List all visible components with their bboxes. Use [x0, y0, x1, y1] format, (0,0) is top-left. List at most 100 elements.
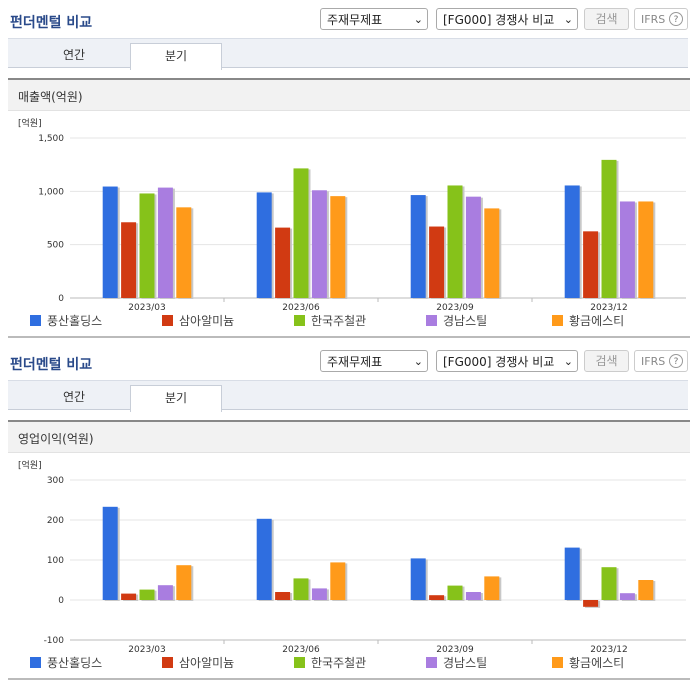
chevron-down-icon: ⌄: [563, 13, 573, 26]
bar[interactable]: [275, 592, 291, 600]
bar[interactable]: [157, 187, 173, 298]
bar[interactable]: [139, 193, 155, 298]
bar[interactable]: [311, 190, 327, 298]
bar[interactable]: [330, 196, 346, 298]
tab-annual[interactable]: 연간: [62, 48, 86, 62]
bar[interactable]: [465, 592, 481, 600]
chart-legend: 풍산홀딩스 삼아알미늄 한국주철관 경남스틸 황금에스티: [30, 312, 690, 330]
legend-item[interactable]: 황금에스티: [552, 654, 624, 671]
ifrs-label: IFRS: [641, 13, 666, 26]
fundamental-panel: 펀더멘털 비교 주재무제표 ⌄ [FG000] 경쟁사 비교 ⌄ 검색 IFRS…: [8, 8, 690, 338]
legend-item[interactable]: 삼아알미늄: [162, 654, 234, 671]
bar[interactable]: [121, 222, 137, 298]
bar[interactable]: [102, 506, 118, 600]
chart-svg: [억원] 0 500 1,000 1,500 2023/03 2023/06 2023/09 2…: [18, 117, 686, 312]
tab-annual[interactable]: 연간: [62, 390, 86, 404]
chart-header-band: 영업이익(억원): [8, 422, 690, 453]
legend-item[interactable]: 황금에스티: [552, 312, 624, 329]
statement-select[interactable]: 주재무제표 ⌄: [320, 350, 428, 372]
legend-item[interactable]: 한국주철관: [294, 654, 366, 671]
chart-header: 매출액(억원): [18, 90, 83, 104]
statement-select[interactable]: 주재무제표 ⌄: [320, 8, 428, 30]
bar[interactable]: [102, 186, 118, 298]
legend-swatch: [294, 657, 305, 668]
compare-select[interactable]: [FG000] 경쟁사 비교 ⌄: [436, 8, 578, 30]
bar[interactable]: [410, 195, 426, 298]
legend-label: 삼아알미늄: [179, 656, 235, 670]
bar[interactable]: [619, 201, 635, 298]
panel-title: 펀더멘털 비교: [10, 15, 93, 31]
legend-label: 풍산홀딩스: [47, 314, 103, 328]
legend-item[interactable]: 경남스틸: [426, 312, 487, 329]
legend-label: 경남스틸: [443, 656, 488, 670]
tab-quarterly[interactable]: 분기: [130, 43, 222, 70]
bar[interactable]: [256, 192, 272, 298]
bar[interactable]: [139, 589, 155, 600]
legend-label: 풍산홀딩스: [47, 656, 103, 670]
legend-label: 황금에스티: [569, 314, 625, 328]
bar[interactable]: [619, 593, 635, 600]
bar[interactable]: [447, 185, 463, 298]
legend-item[interactable]: 경남스틸: [426, 654, 487, 671]
bar[interactable]: [121, 593, 137, 600]
bar[interactable]: [484, 208, 500, 298]
bar[interactable]: [564, 547, 580, 600]
bar[interactable]: [410, 558, 426, 600]
ifrs-button[interactable]: IFRS ?: [634, 8, 688, 30]
bar[interactable]: [293, 578, 309, 600]
compare-select[interactable]: [FG000] 경쟁사 비교 ⌄: [436, 350, 578, 372]
bar[interactable]: [157, 585, 173, 600]
period-tabs: 연간 분기: [8, 380, 688, 412]
chart-header: 영업이익(억원): [18, 432, 94, 446]
bar[interactable]: [601, 567, 617, 600]
y-tick-label: 300: [47, 476, 64, 486]
legend-swatch: [30, 657, 41, 668]
ifrs-button[interactable]: IFRS ?: [634, 350, 688, 372]
legend-item[interactable]: 삼아알미늄: [162, 312, 234, 329]
bar[interactable]: [601, 159, 617, 298]
bar[interactable]: [256, 518, 272, 600]
bar[interactable]: [583, 600, 599, 607]
bar[interactable]: [429, 595, 445, 600]
chart-box: 매출액(억원) [억원] 0 500 1,000 1,500 2023/03 2023/06…: [8, 78, 690, 338]
y-tick-label: 100: [47, 556, 64, 566]
bar[interactable]: [330, 562, 346, 600]
search-button[interactable]: 검색: [584, 8, 629, 30]
bar[interactable]: [275, 227, 291, 298]
x-tick-label: 2023/12: [590, 303, 627, 312]
bar[interactable]: [293, 168, 309, 298]
y-unit-label: [억원]: [18, 459, 42, 471]
legend-swatch: [426, 657, 437, 668]
period-tabs: 연간 분기: [8, 38, 688, 70]
tab-quarterly[interactable]: 분기: [130, 385, 222, 412]
legend-item[interactable]: 한국주철관: [294, 312, 366, 329]
legend-item[interactable]: 풍산홀딩스: [30, 654, 102, 671]
bar[interactable]: [429, 226, 445, 298]
bar[interactable]: [638, 580, 654, 600]
help-icon[interactable]: ?: [669, 12, 683, 26]
compare-select-value: [FG000] 경쟁사 비교: [443, 13, 555, 27]
chart-box: 영업이익(억원) [억원] -100 0 100 200 300 2023/03 2023/0…: [8, 420, 690, 680]
help-icon[interactable]: ?: [669, 354, 683, 368]
bar[interactable]: [176, 207, 192, 298]
bar[interactable]: [447, 585, 463, 600]
bar[interactable]: [564, 185, 580, 298]
bar[interactable]: [176, 565, 192, 600]
y-unit-label: [억원]: [18, 117, 42, 129]
bar[interactable]: [311, 588, 327, 600]
legend-item[interactable]: 풍산홀딩스: [30, 312, 102, 329]
legend-swatch: [162, 315, 173, 326]
legend-label: 삼아알미늄: [179, 314, 235, 328]
statement-select-value: 주재무제표: [327, 13, 383, 27]
bar[interactable]: [638, 201, 654, 298]
x-tick-label: 2023/12: [590, 645, 627, 654]
bar[interactable]: [484, 576, 500, 600]
bar[interactable]: [465, 196, 481, 298]
legend-label: 황금에스티: [569, 656, 625, 670]
chart-header-band: 매출액(억원): [8, 80, 690, 111]
search-button[interactable]: 검색: [584, 350, 629, 372]
chevron-down-icon: ⌄: [413, 13, 423, 26]
bar[interactable]: [583, 231, 599, 298]
y-tick-label: -100: [44, 636, 65, 646]
